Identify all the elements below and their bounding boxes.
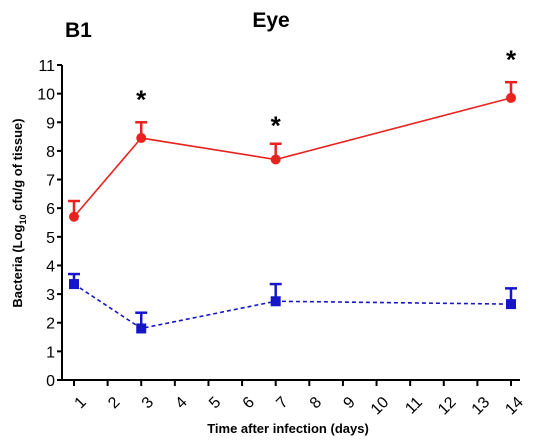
y-tick-label: 3	[46, 287, 55, 304]
x-tick-label: 10	[368, 394, 393, 419]
x-axis-label: Time after infection (days)	[207, 421, 369, 436]
chart-title: Eye	[252, 9, 289, 32]
data-point	[506, 92, 516, 103]
x-tick-label: 14	[502, 394, 527, 419]
y-tick-label: 10	[37, 87, 55, 104]
annotation-layer: * * *	[136, 44, 517, 140]
y-axis-label-part-1: Bacteria (Log	[10, 224, 25, 307]
series-line	[73, 97, 512, 218]
data-point	[136, 133, 147, 144]
y-tick-label: 1	[46, 344, 55, 361]
significance-marker: *	[136, 85, 147, 115]
y-axis-label: Bacteria (Log10 cfu/g of tissue)	[10, 118, 28, 307]
y-tick-label: 6	[46, 201, 55, 218]
y-axis-label-subscript: 10	[18, 214, 28, 224]
x-tick-label: 9	[340, 394, 358, 412]
data-point	[136, 323, 147, 334]
y-axis-label-part-2: cfu/g of tissue)	[10, 118, 25, 214]
x-tick-label: 6	[240, 394, 258, 412]
series-line	[73, 283, 512, 330]
significance-marker: *	[271, 110, 282, 140]
y-tick-label: 0	[46, 373, 55, 390]
series-layer	[68, 80, 517, 334]
significance-marker: *	[506, 44, 517, 74]
series-1	[68, 80, 517, 222]
y-tick-label: 5	[46, 230, 55, 247]
x-tick-label: 5	[206, 394, 224, 412]
x-tick-label: 3	[139, 394, 157, 412]
y-tick-label: 8	[46, 144, 55, 161]
data-point	[270, 296, 281, 307]
data-point	[270, 154, 281, 165]
x-tick-label: 13	[469, 394, 494, 419]
y-tick-label: 11	[38, 58, 55, 75]
x-tick-label: 11	[402, 394, 426, 418]
x-tick-label: 2	[105, 394, 123, 412]
x-tick-label: 4	[172, 394, 190, 412]
x-tick-label: 1	[72, 394, 90, 412]
data-point	[69, 211, 79, 222]
x-tick-label: 7	[273, 394, 291, 412]
data-point	[69, 279, 79, 290]
y-tick-label: 9	[46, 115, 55, 132]
y-tick-label: 2	[46, 316, 55, 333]
panel-label: B1	[65, 19, 92, 42]
data-point	[506, 299, 516, 310]
x-tick-label: 8	[307, 394, 325, 412]
y-tick-label: 4	[46, 258, 55, 275]
y-tick-label: 7	[46, 173, 55, 190]
x-tick-label: 12	[435, 394, 460, 419]
series-2	[68, 272, 517, 334]
